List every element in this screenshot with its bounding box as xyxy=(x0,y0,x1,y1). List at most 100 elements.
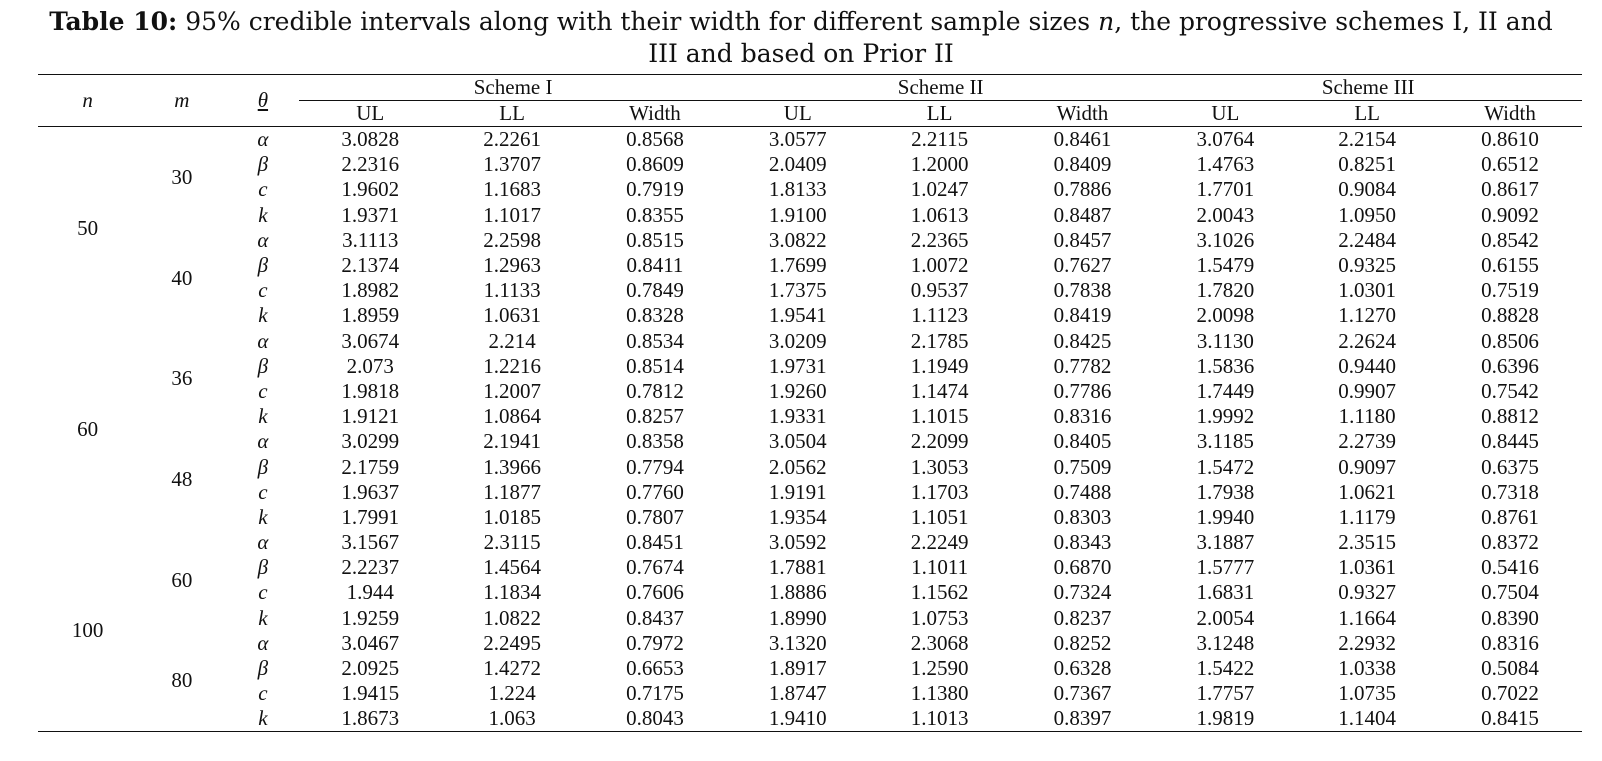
cell-theta: c xyxy=(258,479,268,504)
cell-ul-2: 1.8990 xyxy=(768,605,827,630)
cell-ll-2: 1.3053 xyxy=(910,454,969,479)
table-row: 80 α 3.0467 2.2495 0.7972 3.1320 2.3068 0.8252 3… xyxy=(38,630,1582,732)
cell-ll-1: 2.2495 xyxy=(483,630,541,655)
cell-width-3: 0.6375 xyxy=(1481,454,1539,479)
subheader-ll-scheme-3: LL xyxy=(1296,100,1439,127)
cell-width-1: 0.8355 xyxy=(626,202,684,227)
cell-ll-2: 1.0753 xyxy=(910,605,969,630)
cell-ll-3: 1.1270 xyxy=(1338,303,1397,328)
cell-width-2: 0.8405 xyxy=(1053,429,1112,454)
cell-width-2: 0.8419 xyxy=(1053,303,1112,328)
cell-width-2: 0.8487 xyxy=(1053,202,1112,227)
cell-ll-3: 1.0950 xyxy=(1338,202,1397,227)
cell-ll-2: 1.1562 xyxy=(910,580,969,605)
cell-ll-1: 2.3115 xyxy=(483,530,541,555)
cell-ll-3: 2.2932 xyxy=(1338,630,1397,655)
cell-ll-2: 0.9537 xyxy=(910,278,969,303)
cell-width-2: 0.7509 xyxy=(1053,454,1112,479)
subheader-ul-scheme-2: UL xyxy=(726,100,869,127)
cell-theta: c xyxy=(258,278,268,303)
cell-ll-2: 1.1474 xyxy=(910,378,969,403)
cell-ul-3: 1.5777 xyxy=(1196,555,1255,580)
cell-ll-3: 0.9084 xyxy=(1338,177,1397,202)
cell-ul-2: 1.9410 xyxy=(726,705,869,732)
cell-ll-1: 1.2216 xyxy=(483,353,541,378)
cell-ul-2: 3.0592 xyxy=(768,530,827,555)
caption-text-1: 95% credible intervals along with their … xyxy=(177,7,1099,36)
cell-ll-2: 2.2249 xyxy=(910,530,969,555)
cell-width-1: 0.7849 xyxy=(626,278,684,303)
cell-ul-3: 1.5422 xyxy=(1196,656,1255,681)
cell-ll-1: 1.1017 xyxy=(483,202,541,227)
cell-width-2: 0.6328 xyxy=(1053,656,1112,681)
cell-ul-3: 1.9819 xyxy=(1154,705,1297,732)
cell-ll-1: 1.3707 xyxy=(483,152,541,177)
cell-ul-2: 2.0562 xyxy=(768,454,827,479)
cell-width-2: 0.8237 xyxy=(1053,605,1112,630)
cell-width-1: 0.8328 xyxy=(626,303,684,328)
cell-n: 60 xyxy=(77,416,99,441)
cell-width-2: 0.8397 xyxy=(1010,705,1155,732)
cell-ul-3: 1.9940 xyxy=(1196,504,1255,529)
table-row: β 2.1374 1.2963 0.8411 1.7699 1.0072 0.7627 1.5… xyxy=(38,252,1582,277)
cell-ll-3: 0.9325 xyxy=(1338,253,1397,278)
cell-ul-2: 1.9354 xyxy=(768,504,827,529)
cell-width-3: 0.8316 xyxy=(1481,630,1539,655)
cell-ul-3: 1.7757 xyxy=(1196,681,1255,706)
cell-ll-2: 1.2590 xyxy=(910,656,969,681)
cell-ul-2: 1.7881 xyxy=(768,555,827,580)
cell-width-2: 0.7324 xyxy=(1053,580,1112,605)
cell-ll-1: 1.1133 xyxy=(483,278,541,303)
cell-width-3: 0.5084 xyxy=(1481,656,1539,681)
cell-ll-3: 1.0301 xyxy=(1338,278,1397,303)
cell-ll-3: 1.0621 xyxy=(1338,479,1397,504)
cell-width-2: 0.8343 xyxy=(1053,530,1112,555)
table-caption: Table 10: 95% credible intervals along w… xyxy=(40,6,1562,70)
caption-text-2: , the progressive schemes I, II and III … xyxy=(648,7,1553,68)
cell-ul-1: 1.7991 xyxy=(341,504,400,529)
cell-width-2: 0.7786 xyxy=(1053,378,1112,403)
cell-ul-1: 1.944 xyxy=(346,580,394,605)
cell-width-1: 0.7972 xyxy=(626,630,684,655)
subheader-ul-scheme-3: UL xyxy=(1154,100,1297,127)
cell-ll-1: 1.0864 xyxy=(483,404,541,429)
table-row: β 2.2237 1.4564 0.7674 1.7881 1.1011 0.6870 1.5… xyxy=(38,555,1582,580)
caption-n-symbol: n xyxy=(1098,7,1115,36)
table-row: k 1.8959 1.0631 0.8328 1.9541 1.1123 0.8419 2.0… xyxy=(38,303,1582,328)
cell-width-3: 0.9092 xyxy=(1481,202,1539,227)
cell-ul-3: 3.1248 xyxy=(1196,630,1255,655)
header-scheme-2: Scheme II xyxy=(726,74,1155,101)
cell-ul-3: 3.0764 xyxy=(1196,127,1255,152)
cell-m: 80 xyxy=(137,630,227,732)
cell-ll-1: 1.224 xyxy=(488,681,536,706)
cell-width-2: 0.8409 xyxy=(1053,152,1112,177)
cell-width-2: 0.8252 xyxy=(1053,630,1112,655)
cell-m: 40 xyxy=(171,265,193,290)
cell-ul-3: 3.1026 xyxy=(1196,227,1255,252)
cell-ll-1: 1.1877 xyxy=(483,479,541,504)
cell-ul-1: 2.2316 xyxy=(341,152,400,177)
cell-ul-1: 3.0299 xyxy=(341,429,400,454)
cell-ll-3: 0.9907 xyxy=(1338,378,1397,403)
cell-ul-2: 3.0577 xyxy=(768,127,827,152)
subheader-ll-scheme-1: LL xyxy=(441,100,584,127)
table-body: 50 30 α 3.0828 2.2261 0.8568 3.0577 2.2115 0.846… xyxy=(38,127,1582,732)
table-row: β 2.2316 1.3707 0.8609 2.0409 1.2000 0.8409 1.4… xyxy=(38,152,1582,177)
cell-width-3: 0.8445 xyxy=(1481,429,1539,454)
cell-ul-1: 2.1759 xyxy=(341,454,400,479)
cell-ul-1: 1.9121 xyxy=(341,404,400,429)
cell-ul-3: 3.1130 xyxy=(1196,328,1254,353)
table-row: k 1.7991 1.0185 0.7807 1.9354 1.1051 0.8303 1.9… xyxy=(38,504,1582,529)
cell-ll-2: 1.0247 xyxy=(910,177,969,202)
cell-ul-1: 3.0828 xyxy=(341,127,400,152)
cell-ll-3: 2.3515 xyxy=(1338,530,1397,555)
cell-m: 48 xyxy=(171,467,193,492)
cell-ul-3: 3.1185 xyxy=(1196,429,1254,454)
cell-width-3: 0.8390 xyxy=(1481,605,1539,630)
cell-width-1: 0.7794 xyxy=(626,454,684,479)
cell-ul-2: 3.0822 xyxy=(768,227,827,252)
cell-ll-3: 1.0735 xyxy=(1338,681,1397,706)
table-row: c 1.9637 1.1877 0.7760 1.9191 1.1703 0.7488 1.7… xyxy=(38,479,1582,504)
cell-ul-2: 1.9260 xyxy=(768,378,827,403)
cell-width-1: 0.8568 xyxy=(626,127,684,152)
